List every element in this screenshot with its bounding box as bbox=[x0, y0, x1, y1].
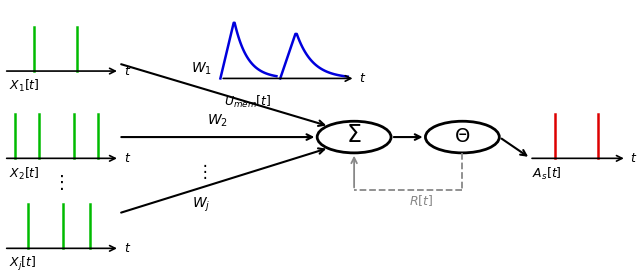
Text: $X_1[t]$: $X_1[t]$ bbox=[10, 78, 40, 94]
Text: $\vdots$: $\vdots$ bbox=[52, 173, 64, 192]
Text: $t$: $t$ bbox=[124, 242, 131, 255]
Text: $t$: $t$ bbox=[630, 152, 637, 165]
Text: $\Theta$: $\Theta$ bbox=[454, 128, 470, 146]
Text: $X_2[t]$: $X_2[t]$ bbox=[10, 165, 40, 182]
Text: $X_j[t]$: $X_j[t]$ bbox=[10, 255, 36, 274]
Text: $W_1$: $W_1$ bbox=[191, 61, 212, 77]
Text: $R[t]$: $R[t]$ bbox=[409, 193, 433, 208]
Text: $U_{mem}[t]$: $U_{mem}[t]$ bbox=[223, 93, 271, 110]
Text: $W_2$: $W_2$ bbox=[207, 113, 228, 130]
Text: $t$: $t$ bbox=[359, 72, 367, 85]
Text: $\vdots$: $\vdots$ bbox=[196, 162, 207, 181]
Text: $t$: $t$ bbox=[124, 152, 131, 165]
Text: $A_s[t]$: $A_s[t]$ bbox=[532, 165, 562, 182]
Text: $\Sigma$: $\Sigma$ bbox=[346, 125, 362, 147]
Text: $t$: $t$ bbox=[124, 64, 131, 78]
Text: $W_j$: $W_j$ bbox=[192, 196, 211, 214]
